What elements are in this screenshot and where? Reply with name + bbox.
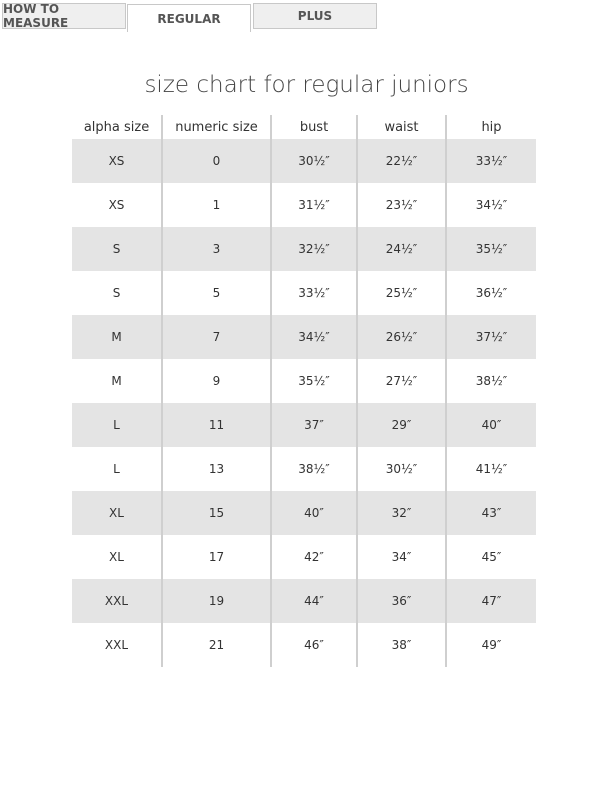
tab-how-to-measure[interactable]: HOW TO MEASURE [2, 2, 126, 30]
cell-waist: 34″ [356, 535, 446, 579]
cell-alpha-size: L [113, 462, 120, 476]
table-row: XL 17 42″ 34″ 45″ [72, 535, 536, 579]
table-row: S 5 33½″ 25½″ 36½″ [72, 271, 536, 315]
cell-waist: 32″ [356, 491, 446, 535]
table-row: M 7 34½″ 26½″ 37½″ [72, 315, 536, 359]
cell-waist: 38″ [356, 623, 446, 667]
column-header-hip: hip [445, 115, 536, 139]
table-row: XS 1 31½″ 23½″ 34½″ [72, 183, 536, 227]
table-row: S 3 32½″ 24½″ 35½″ [72, 227, 536, 271]
cell-hip: 35½″ [445, 227, 536, 271]
cell-hip: 41½″ [445, 447, 536, 491]
cell-bust: 42″ [270, 535, 357, 579]
cell-hip: 40″ [445, 403, 536, 447]
table-row: XL 15 40″ 32″ 43″ [72, 491, 536, 535]
cell-numeric-size: 21 [161, 623, 271, 667]
cell-alpha-size: XXL [104, 638, 129, 652]
column-header-bust: bust [270, 115, 357, 139]
column-header-waist: waist [356, 115, 446, 139]
cell-bust: 31½″ [270, 183, 357, 227]
cell-hip: 34½″ [445, 183, 536, 227]
cell-numeric-size: 9 [161, 359, 271, 403]
cell-bust: 33½″ [270, 271, 357, 315]
cell-waist: 29″ [356, 403, 446, 447]
cell-alpha-size: S [112, 286, 121, 300]
cell-numeric-size: 7 [161, 315, 271, 359]
cell-bust: 32½″ [270, 227, 357, 271]
cell-numeric-size: 17 [161, 535, 271, 579]
cell-alpha-size: S [72, 227, 162, 271]
cell-waist: 23½″ [356, 183, 446, 227]
cell-alpha-size: XL [109, 550, 124, 564]
cell-waist: 30½″ [356, 447, 446, 491]
table-row: XXL 21 46″ 38″ 49″ [72, 623, 536, 667]
cell-bust: 44″ [270, 579, 357, 623]
cell-hip: 38½″ [445, 359, 536, 403]
table-row: XXL 19 44″ 36″ 47″ [72, 579, 536, 623]
cell-waist: 25½″ [356, 271, 446, 315]
cell-numeric-size: 19 [161, 579, 271, 623]
cell-bust: 46″ [270, 623, 357, 667]
cell-alpha-size: M [72, 315, 162, 359]
cell-numeric-size: 5 [161, 271, 271, 315]
cell-waist: 27½″ [356, 359, 446, 403]
cell-hip: 36½″ [445, 271, 536, 315]
cell-hip: 49″ [445, 623, 536, 667]
cell-waist: 24½″ [356, 227, 446, 271]
cell-hip: 45″ [445, 535, 536, 579]
cell-bust: 34½″ [270, 315, 357, 359]
cell-waist: 22½″ [356, 139, 446, 183]
size-chart-table: alpha size numeric size bust waist hip XS 0 30… [72, 115, 536, 667]
cell-waist: 36″ [356, 579, 446, 623]
cell-bust: 38½″ [270, 447, 357, 491]
cell-hip: 37½″ [445, 315, 536, 359]
cell-alpha-size: M [111, 374, 122, 388]
cell-hip: 43″ [445, 491, 536, 535]
cell-hip: 47″ [445, 579, 536, 623]
cell-bust: 40″ [270, 491, 357, 535]
cell-numeric-size: 13 [161, 447, 271, 491]
cell-bust: 35½″ [270, 359, 357, 403]
table-header-row: alpha size numeric size bust waist hip [72, 115, 536, 139]
cell-hip: 33½″ [445, 139, 536, 183]
tab-plus[interactable]: PLUS [253, 3, 377, 29]
table-row: L 13 38½″ 30½″ 41½″ [72, 447, 536, 491]
cell-bust: 37″ [270, 403, 357, 447]
tab-regular[interactable]: REGULAR [127, 4, 251, 32]
cell-alpha-size: XXL [72, 579, 162, 623]
cell-alpha-size: XL [72, 491, 162, 535]
column-header-alpha-size: alpha size [83, 119, 150, 135]
column-header-numeric-size: numeric size [161, 115, 271, 139]
cell-alpha-size: XS [108, 198, 125, 212]
cell-alpha-size: XS [72, 139, 162, 183]
table-row: L 11 37″ 29″ 40″ [72, 403, 536, 447]
table-row: XS 0 30½″ 22½″ 33½″ [72, 139, 536, 183]
cell-waist: 26½″ [356, 315, 446, 359]
cell-numeric-size: 3 [161, 227, 271, 271]
cell-numeric-size: 1 [161, 183, 271, 227]
cell-numeric-size: 15 [161, 491, 271, 535]
cell-numeric-size: 11 [161, 403, 271, 447]
cell-bust: 30½″ [270, 139, 357, 183]
page-title: size chart for regular juniors [144, 72, 469, 98]
cell-numeric-size: 0 [161, 139, 271, 183]
cell-alpha-size: L [72, 403, 162, 447]
table-row: M 9 35½″ 27½″ 38½″ [72, 359, 536, 403]
